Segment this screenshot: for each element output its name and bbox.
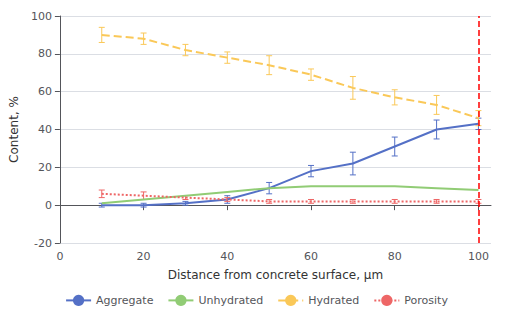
svg-text:Distance from concrete surface: Distance from concrete surface, μm: [168, 268, 383, 282]
svg-text:Porosity: Porosity: [404, 294, 448, 307]
svg-text:60: 60: [38, 85, 52, 98]
svg-text:20: 20: [38, 161, 52, 174]
svg-text:60: 60: [304, 250, 318, 263]
svg-text:0: 0: [45, 199, 52, 212]
svg-text:Hydrated: Hydrated: [308, 294, 359, 307]
svg-text:Aggregate: Aggregate: [96, 294, 154, 307]
svg-text:100: 100: [31, 10, 52, 23]
svg-text:Unhydrated: Unhydrated: [198, 294, 263, 307]
svg-text:100: 100: [468, 250, 489, 263]
svg-text:Content, %: Content, %: [7, 96, 21, 163]
svg-text:80: 80: [388, 250, 402, 263]
svg-text:-20: -20: [34, 237, 52, 250]
svg-text:0: 0: [56, 250, 63, 263]
svg-text:40: 40: [38, 123, 52, 136]
svg-text:20: 20: [137, 250, 151, 263]
svg-text:40: 40: [220, 250, 234, 263]
svg-text:80: 80: [38, 47, 52, 60]
